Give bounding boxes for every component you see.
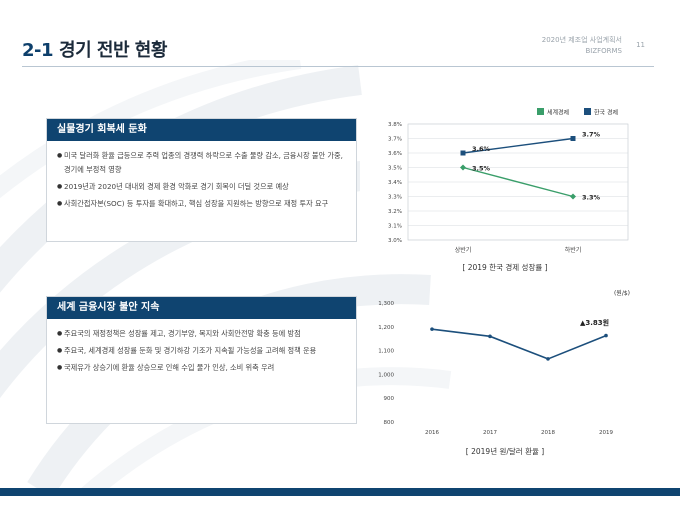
- bullet-item: 국제유가 상승기에 환율 상승으로 인해 수입 물가 인상, 소비 위축 우려: [57, 361, 346, 375]
- bullet-item: 2019년과 2020년 대내외 경제 환경 악화로 경기 회복이 더딜 것으로…: [57, 180, 346, 194]
- annotation-label: ▲3.83원: [580, 318, 609, 327]
- data-point: [604, 333, 608, 338]
- data-point: [430, 327, 434, 331]
- x-tick-label: 2019: [599, 430, 613, 436]
- series-line: [462, 166, 574, 198]
- bullet-item: 주요국, 세계경제 성장률 둔화 및 경기하강 기조가 지속될 가능성을 고려해…: [57, 344, 346, 358]
- x-tick-label: 2016: [425, 430, 439, 436]
- section-number: 2-1: [22, 40, 54, 61]
- data-point: [460, 164, 466, 171]
- page-number: 11: [636, 41, 645, 49]
- legend-label-korea: 한국 경제: [594, 109, 618, 117]
- y-tick-label: 3.3%: [388, 195, 402, 201]
- y-tick-label: 3.7%: [388, 137, 402, 143]
- data-label: 3.7%: [582, 131, 601, 139]
- data-point: [570, 193, 576, 200]
- bullet-item: 주요국의 재정정책은 성장률 제고, 경기부양, 복지와 사회안전망 확충 등에…: [57, 327, 346, 341]
- bullet-item: 미국 달러화 환율 급등으로 주력 업종의 경쟁력 하락으로 수출 물량 감소,…: [57, 149, 346, 177]
- panel-financial-market: 세계 금융시장 불안 지속 주요국의 재정정책은 성장률 제고, 경기부양, 복…: [46, 296, 357, 424]
- series-line: [462, 137, 574, 154]
- x-tick-label: 상반기: [455, 246, 472, 254]
- y-tick-label: 1,200: [378, 325, 394, 331]
- data-point: [570, 136, 576, 141]
- doc-name: 2020년 제조업 사업계획서: [541, 36, 622, 44]
- data-label: 3.3%: [582, 194, 601, 202]
- y-tick-label: 3.6%: [388, 151, 402, 157]
- legend-label-world: 세계경제: [547, 109, 569, 117]
- bullet-item: 사회간접자본(SOC) 등 투자를 확대하고, 핵심 성장을 지원하는 방향으로…: [57, 197, 346, 211]
- y-tick-label: 3.2%: [388, 209, 402, 215]
- data-label: 3.6%: [472, 145, 491, 153]
- legend-swatch-world: [537, 108, 544, 115]
- panel-heading: 세계 금융시장 불안 지속: [47, 297, 356, 319]
- y-tick-label: 900: [384, 396, 395, 402]
- exchange-rate-chart: 1,300 1,200 1,100 1,000 900 800 2016 2017 2018 2…: [378, 289, 630, 436]
- data-point: [488, 334, 492, 339]
- growth-rate-chart: 3.8% 3.7% 3.6% 3.5% 3.4% 3.3% 3.2% 3.1% 3.0% 상반기…: [360, 100, 650, 260]
- series-line: [431, 328, 607, 360]
- panel-heading: 실물경기 회복세 둔화: [47, 119, 356, 141]
- chart-caption: [ 2019년 원/달러 환율 ]: [465, 447, 545, 456]
- page-title: 2-1 경기 전반 현황: [22, 36, 167, 62]
- legend-swatch-korea: [584, 108, 591, 115]
- y-tick-label: 800: [384, 420, 395, 426]
- brand-name: BIZFORMS: [585, 47, 622, 55]
- data-point: [460, 150, 466, 156]
- footer-bar: [0, 488, 680, 496]
- y-tick-label: 3.0%: [388, 238, 402, 244]
- unit-label: (원/$): [614, 289, 630, 297]
- bullet-list: 주요국의 재정정책은 성장률 제고, 경기부양, 복지와 사회안전망 확충 등에…: [47, 319, 356, 375]
- y-tick-label: 3.1%: [388, 224, 402, 230]
- x-tick-label: 2017: [483, 430, 497, 436]
- header-divider: [22, 66, 654, 67]
- x-tick-label: 하반기: [565, 246, 582, 254]
- data-label: 3.5%: [472, 165, 491, 173]
- section-title: 경기 전반 현황: [59, 40, 167, 61]
- y-tick-label: 3.8%: [388, 122, 402, 128]
- y-tick-label: 1,100: [378, 349, 394, 355]
- y-tick-label: 3.5%: [388, 166, 402, 172]
- doc-info: 2020년 제조업 사업계획서 BIZFORMS: [542, 35, 622, 57]
- x-tick-label: 2018: [541, 430, 555, 436]
- panel-real-economy: 실물경기 회복세 둔화 미국 달러화 환율 급등으로 주력 업종의 경쟁력 하락…: [46, 118, 357, 242]
- y-tick-label: 1,300: [378, 301, 394, 307]
- chart-caption: [ 2019 한국 경제 성장률 ]: [462, 263, 548, 272]
- y-tick-label: 3.4%: [388, 180, 402, 186]
- data-point: [546, 357, 550, 361]
- bullet-list: 미국 달러화 환율 급등으로 주력 업종의 경쟁력 하락으로 수출 물량 감소,…: [47, 141, 356, 211]
- y-tick-label: 1,000: [378, 372, 394, 378]
